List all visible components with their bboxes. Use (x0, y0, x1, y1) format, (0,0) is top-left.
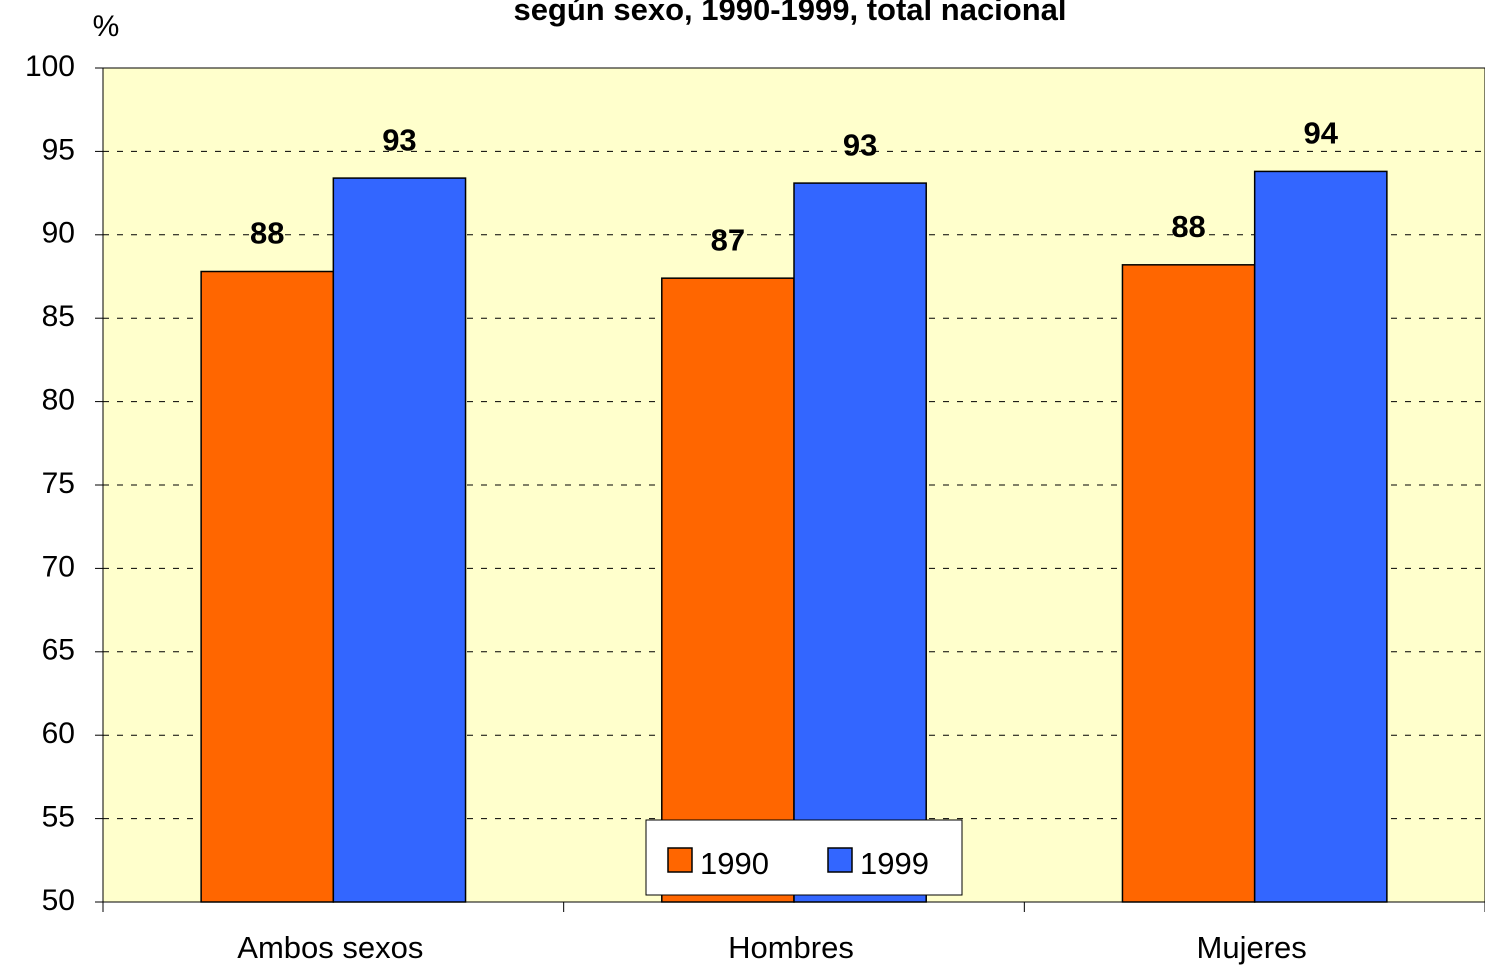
bar (1121, 264, 1256, 903)
value-label: 94 (1304, 116, 1339, 151)
y-tick-label: 60 (42, 717, 75, 750)
x-tick-label: Ambos sexos (237, 930, 423, 965)
x-tick-label: Mujeres (1197, 930, 1307, 965)
value-label: 88 (250, 216, 284, 251)
value-label: 88 (1171, 209, 1205, 244)
legend-label: 1999 (860, 846, 929, 881)
bar (1253, 170, 1388, 903)
x-tick-label: Hombres (728, 930, 854, 965)
y-tick-label: 85 (42, 300, 75, 333)
y-tick-label: 65 (42, 634, 75, 667)
y-axis-label: % (93, 10, 120, 43)
legend (645, 819, 963, 896)
y-tick-label: 50 (42, 884, 75, 917)
value-label: 87 (711, 222, 745, 257)
bar (200, 270, 335, 903)
bar (332, 177, 467, 903)
legend-swatch (667, 847, 693, 873)
y-tick-label: 90 (42, 217, 75, 250)
legend-label: 1990 (700, 846, 769, 881)
value-label: 93 (843, 127, 877, 162)
bar (793, 182, 927, 903)
y-tick-label: 55 (42, 801, 75, 834)
y-tick-label: 100 (25, 50, 75, 83)
y-tick-label: 75 (42, 467, 75, 500)
bar (661, 277, 795, 903)
y-tick-label: 95 (42, 133, 75, 166)
chart-title: según sexo, 1990-1999, total nacional (513, 0, 1066, 27)
value-label: 93 (382, 122, 416, 157)
legend-swatch (827, 847, 853, 873)
y-tick-label: 80 (42, 384, 75, 417)
y-tick-label: 70 (42, 550, 75, 583)
